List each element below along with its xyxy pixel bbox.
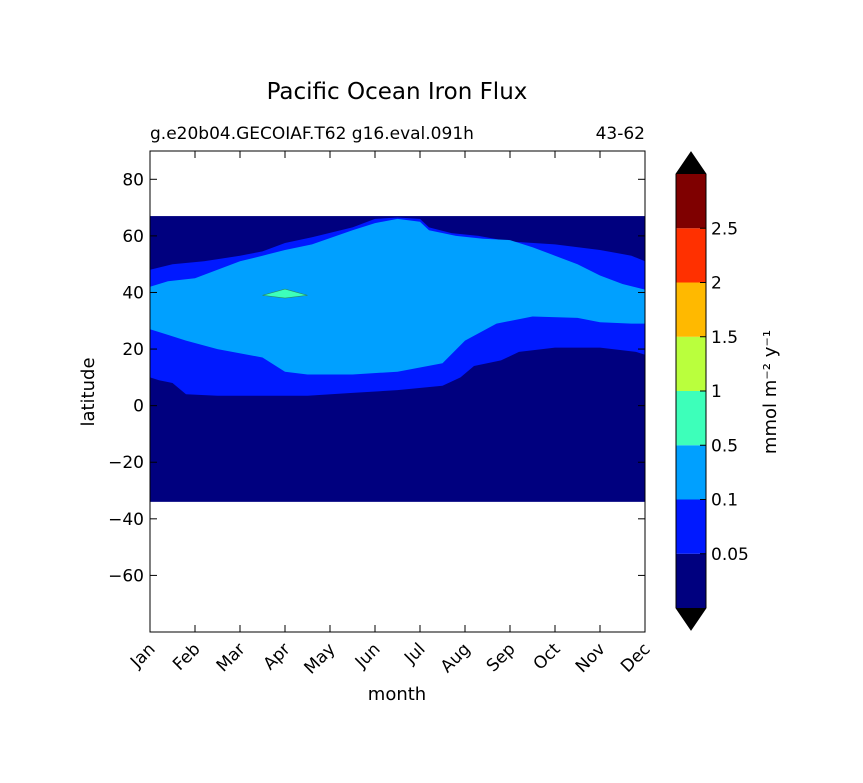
x-tick-label: Jul [400, 639, 429, 668]
x-tick-label: Jun [351, 639, 385, 673]
colorbar-tick-label: 0.5 [711, 436, 738, 456]
y-tick-label: 80 [122, 170, 144, 190]
y-tick-label: −60 [108, 566, 144, 586]
colorbar-segment [676, 174, 706, 229]
x-tick-label: Nov [572, 639, 610, 677]
colorbar-segment [676, 336, 706, 391]
colorbar-segment [676, 445, 706, 500]
colorbar-extend-max [676, 152, 706, 174]
chart-title: Pacific Ocean Iron Flux [267, 79, 528, 105]
y-tick-label: 40 [122, 283, 144, 303]
colorbar-tick-label: 0.1 [711, 491, 738, 511]
x-tick-label: Dec [617, 639, 654, 676]
y-tick-label: 60 [122, 227, 144, 247]
band-0.5-1-patch [262, 288, 308, 299]
x-axis-label: month [368, 684, 426, 705]
colorbar-tick-label: 2 [711, 274, 722, 294]
y-tick-label: −40 [108, 510, 144, 530]
y-axis: 80 60 40 20 0 −20 −40 −60 [108, 170, 645, 586]
colorbar-segment [676, 499, 706, 554]
x-tick-label: Sep [483, 639, 520, 676]
colorbar-segment [676, 282, 706, 337]
colorbar-label: mmol m⁻² y⁻¹ [760, 330, 781, 454]
colorbar-outline [675, 151, 707, 631]
colorbar-tick-label: 2.5 [711, 219, 738, 239]
colorbar-extend-min [676, 608, 706, 630]
colorbar-tick-label: 0.05 [711, 545, 749, 565]
colorbar-segment [676, 553, 706, 608]
x-tick-label: Mar [213, 639, 250, 676]
y-axis-label: latitude [78, 357, 99, 426]
colorbar-tick-label: 1.5 [711, 328, 738, 348]
y-tick-label: 0 [133, 397, 144, 417]
x-tick-label: Apr [260, 639, 295, 674]
colorbar-tick-label: 1 [711, 382, 722, 402]
contour-fill [150, 216, 645, 502]
y-tick-label: −20 [108, 453, 144, 473]
y-tick-label: 20 [122, 340, 144, 360]
band-0.1-0.5 [150, 218, 645, 375]
colorbar-segment [676, 391, 706, 446]
colorbar-segment [676, 228, 706, 283]
colorbar: 0.05 0.1 0.5 1 1.5 2 2.5 [675, 151, 749, 631]
x-tick-label: Feb [169, 639, 204, 674]
x-tick-label: May [301, 639, 340, 678]
x-tick-label: Aug [437, 639, 475, 677]
x-tick-label: Jan [126, 639, 159, 672]
chart-subtitle-right: 43-62 [596, 124, 645, 144]
plot-frame [149, 150, 646, 633]
chart-subtitle-left: g.e20b04.GECOIAF.T62 g16.eval.091h [150, 124, 474, 144]
x-tick-label: Oct [530, 639, 565, 674]
